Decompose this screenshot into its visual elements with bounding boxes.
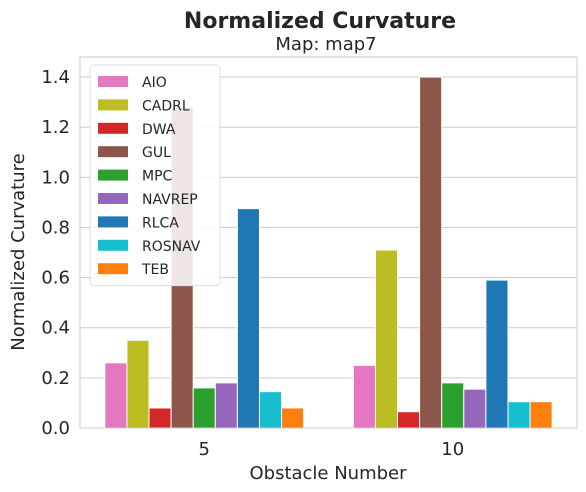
x-axis-ticks: 5 10 xyxy=(199,439,465,460)
y-tick-label: 0.2 xyxy=(41,368,70,389)
y-tick-label: 0.8 xyxy=(41,217,70,238)
bar-aio-10 xyxy=(352,364,376,429)
legend-swatch-aio xyxy=(98,76,128,87)
y-tick-label: 0.0 xyxy=(41,418,70,439)
legend-label-rosnav: ROSNAV xyxy=(142,239,201,255)
legend-swatch-navrep xyxy=(98,193,128,204)
bar-navrep-5 xyxy=(214,382,238,429)
legend-swatch-rlca xyxy=(98,216,128,228)
x-tick-label: 10 xyxy=(441,439,464,460)
legend-swatch-cadrl xyxy=(98,99,128,111)
bar-navrep-10 xyxy=(463,388,487,429)
legend-swatch-mpc xyxy=(98,169,128,181)
chart-subtitle: Map: map7 xyxy=(275,34,376,55)
legend-label-dwa: DWA xyxy=(142,122,176,138)
legend-swatch-rosnav xyxy=(98,239,128,251)
legend-label-mpc: MPC xyxy=(142,169,173,185)
y-axis-label: Normalized Curvature xyxy=(8,153,29,350)
legend-label-teb: TEB xyxy=(141,262,169,278)
bar-dwa-10 xyxy=(397,411,421,429)
bar-rosnav-5 xyxy=(258,391,283,429)
bar-aio-5 xyxy=(104,362,128,429)
bar-dwa-5 xyxy=(148,407,172,429)
chart-title: Normalized Curvature xyxy=(184,9,456,34)
bar-rlca-5 xyxy=(236,208,260,429)
bar-teb-10 xyxy=(529,401,553,429)
x-axis-label: Obstacle Number xyxy=(249,463,407,484)
bar-rlca-10 xyxy=(485,279,509,429)
bar-cadrl-10 xyxy=(374,249,399,429)
y-tick-label: 0.6 xyxy=(41,268,70,289)
y-tick-label: 1.4 xyxy=(41,67,70,88)
bar-teb-5 xyxy=(281,407,305,429)
bar-gul-10 xyxy=(419,76,443,429)
legend-label-navrep: NAVREP xyxy=(142,192,198,208)
legend-label-aio: AIO xyxy=(142,75,167,91)
y-tick-label: 1.2 xyxy=(41,117,70,138)
y-tick-label: 1.0 xyxy=(41,167,70,188)
plot-frame xyxy=(79,56,578,429)
legend-label-cadrl: CADRL xyxy=(142,98,190,114)
bar-rosnav-10 xyxy=(507,401,531,429)
legend-swatch-dwa xyxy=(98,122,128,134)
bar-cadrl-5 xyxy=(126,339,150,429)
legend-swatch-gul xyxy=(98,146,128,158)
y-axis-ticks: 0.0 0.2 0.4 0.6 0.8 1.0 1.2 1.4 xyxy=(41,67,70,439)
legend-swatch-teb xyxy=(98,263,128,275)
x-tick-label: 5 xyxy=(199,439,210,460)
legend-label-rlca: RLCA xyxy=(142,215,179,231)
legend: AIO CADRL DWA GUL MPC NAVREP RLCA ROSNAV TEB xyxy=(89,64,221,287)
bar-mpc-5 xyxy=(192,387,216,429)
bar-mpc-10 xyxy=(441,382,465,429)
y-tick-label: 0.4 xyxy=(41,318,70,339)
legend-label-gul: GUL xyxy=(142,145,171,161)
legend-box xyxy=(89,64,221,287)
